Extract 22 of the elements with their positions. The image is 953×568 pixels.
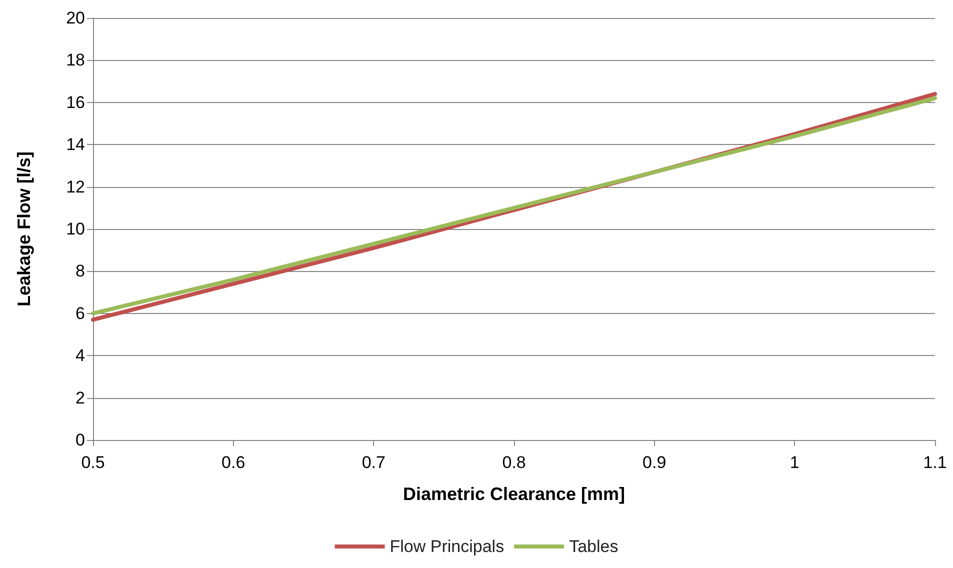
y-tick-label: 6 [76,304,85,323]
y-tick-label: 20 [66,8,85,28]
x-tick-label: 1 [790,453,800,472]
x-tick-label: 1.1 [923,453,947,472]
x-tick-label: 0.6 [222,453,246,472]
x-tick-label: 0.5 [81,453,105,472]
y-tick-label: 16 [66,92,85,112]
x-tick-label: 0.7 [362,453,386,472]
x-axis-title: Diametric Clearance [mm] [402,484,626,504]
y-tick-label: 0 [76,430,85,450]
y-tick-label: 18 [66,50,85,70]
y-tick-label: 4 [76,346,85,366]
y-tick-label: 12 [66,177,85,196]
y-tick-label: 8 [76,262,85,281]
x-tick-label: 0.8 [502,453,526,472]
x-tick-label: 0.9 [642,453,666,472]
y-tick-label: 2 [76,388,85,408]
legend-label: Tables [569,537,618,556]
y-tick-label: 10 [66,220,85,238]
legend-label: Flow Principals [390,537,504,556]
y-tick-label: 14 [66,135,85,154]
y-axis-title: Leakage Flow [l/s] [14,151,34,307]
